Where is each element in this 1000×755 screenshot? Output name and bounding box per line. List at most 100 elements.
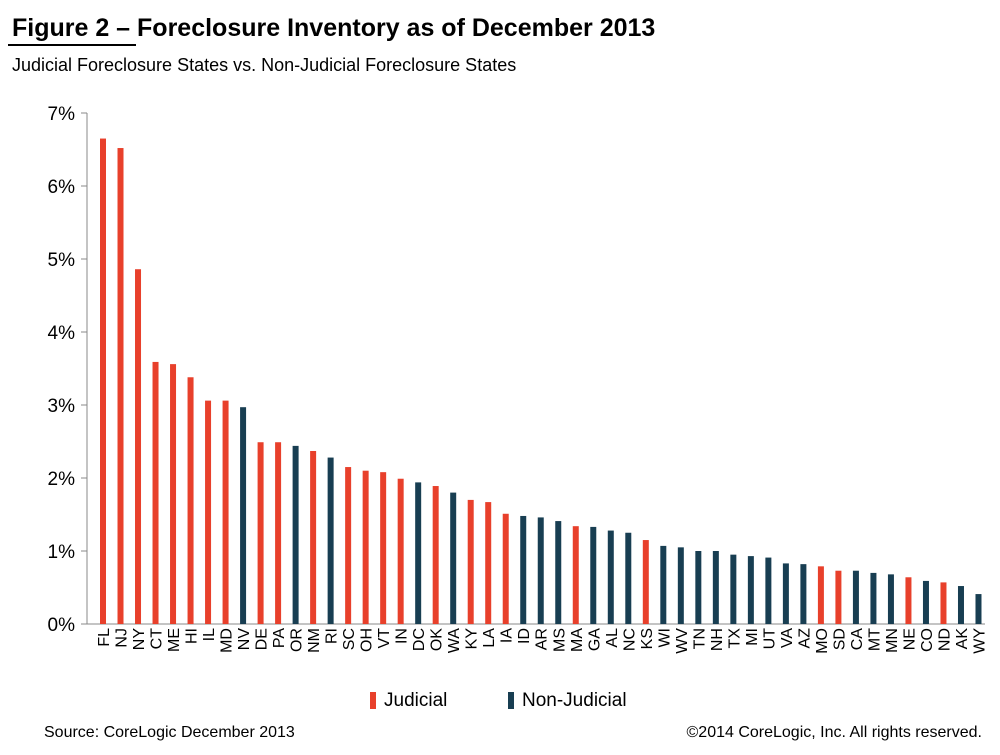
bar-va: [782, 563, 789, 624]
bar-chart: 0%1%2%3%4%5%6%7% FL NJ NY CT ME HI IL MD NV DE PA O…: [48, 104, 989, 654]
y-tick-label: 6%: [48, 177, 76, 198]
bar-il: [205, 400, 212, 624]
bar-ri: [327, 457, 334, 624]
x-tick-label: OR: [289, 628, 306, 652]
x-tick-label: NM: [306, 628, 323, 653]
bar-wa: [450, 492, 457, 624]
bar-sd: [835, 570, 842, 624]
x-tick-label: HI: [184, 628, 201, 644]
bar-dc: [415, 482, 422, 624]
x-tick-label: NJ: [114, 628, 131, 648]
title-underline: [8, 44, 136, 46]
bar-nh: [712, 551, 719, 624]
bar-ut: [765, 557, 772, 624]
x-tick-label: DC: [411, 628, 428, 651]
source-note: Source: CoreLogic December 2013: [44, 724, 295, 741]
x-tick-label: ND: [936, 628, 953, 651]
x-tick-label: LA: [481, 628, 498, 648]
bar-mn: [887, 574, 894, 624]
x-tick-label: NC: [621, 628, 638, 651]
bar-id: [520, 515, 527, 624]
bars: [100, 138, 982, 625]
bar-in: [397, 478, 404, 624]
bar-la: [485, 502, 492, 624]
bar-az: [800, 564, 807, 624]
bar-mt: [870, 572, 877, 624]
bar-pa: [275, 442, 282, 624]
bar-ak: [957, 586, 964, 624]
chart-subtitle: Judicial Foreclosure States vs. Non-Judi…: [12, 55, 517, 75]
x-tick-label: ID: [516, 628, 533, 644]
x-tick-label: NV: [236, 628, 253, 651]
x-tick-label: VA: [779, 628, 796, 648]
bar-nj: [117, 148, 124, 625]
bar-tx: [730, 554, 737, 624]
x-tick-label: WI: [656, 628, 673, 648]
bar-mo: [817, 566, 824, 624]
x-tick-label: DE: [254, 628, 271, 650]
y-tick-label: 5%: [48, 250, 76, 271]
bar-ga: [590, 526, 597, 624]
bar-wv: [677, 547, 684, 624]
bar-ct: [152, 361, 159, 624]
x-tick-label: TX: [726, 628, 743, 649]
x-tick-label: IL: [201, 628, 218, 641]
bar-de: [257, 442, 264, 624]
x-tick-label: MN: [884, 628, 901, 653]
bar-oh: [362, 470, 369, 624]
y-tick-label: 1%: [48, 542, 76, 563]
bar-wi: [660, 545, 667, 624]
x-tick-label: MS: [551, 628, 568, 652]
bar-co: [922, 580, 929, 624]
legend-swatch-judicial: [370, 692, 376, 709]
x-tick-label: MA: [569, 628, 586, 652]
bar-sc: [345, 467, 352, 624]
x-tick-label: ME: [166, 628, 183, 652]
bar-al: [607, 530, 614, 624]
x-tick-label: WY: [971, 628, 988, 654]
x-tick-label: SD: [831, 628, 848, 650]
y-axis: 0% 1% 2% 3% 4% 5% 6% 7%: [48, 104, 88, 636]
x-tick-label: NE: [901, 628, 918, 650]
bar-ia: [502, 513, 509, 624]
x-tick-label: CA: [849, 628, 866, 651]
x-tick-label: GA: [586, 628, 603, 651]
bar-hi: [187, 377, 194, 624]
x-tick-label: WA: [446, 628, 463, 654]
x-tick-label: MD: [219, 628, 236, 653]
bar-wy: [975, 594, 982, 624]
y-tick-label: 4%: [48, 323, 76, 344]
copyright-note: ©2014 CoreLogic, Inc. All rights reserve…: [686, 724, 983, 741]
bar-md: [222, 400, 229, 624]
legend-label-judicial: Judicial: [384, 690, 448, 711]
y-tick-label: 0%: [48, 615, 76, 636]
bar-tn: [695, 551, 702, 624]
x-tick-label: NY: [131, 628, 148, 651]
bar-ks: [642, 540, 649, 624]
chart-title: Figure 2 – Foreclosure Inventory as of D…: [12, 14, 656, 42]
x-tick-label: SC: [341, 628, 358, 650]
x-tick-label: OK: [429, 628, 446, 651]
x-tick-label: IA: [499, 628, 516, 643]
bar-nc: [625, 532, 632, 624]
bar-ne: [905, 577, 912, 624]
x-tick-label: IN: [394, 628, 411, 644]
legend-item-non-judicial: Non-Judicial: [508, 690, 627, 712]
y-tick-label: 7%: [48, 104, 76, 125]
x-tick-label: FL: [96, 628, 113, 647]
x-tick-label: MO: [814, 628, 831, 654]
bar-ky: [467, 499, 474, 624]
x-tick-label: AZ: [796, 628, 813, 649]
x-tick-label: RI: [324, 628, 341, 644]
x-tick-label: AK: [954, 628, 971, 650]
bar-fl: [100, 138, 106, 625]
legend-label-non-judicial: Non-Judicial: [522, 690, 627, 711]
legend-swatch-non-judicial: [508, 692, 514, 709]
bar-nd: [940, 582, 947, 624]
x-tick-label: MT: [866, 628, 883, 651]
bar-mi: [747, 556, 754, 624]
bar-ms: [555, 521, 562, 624]
x-tick-label: WV: [674, 628, 691, 654]
bar-ar: [537, 517, 544, 624]
bar-nm: [310, 450, 317, 624]
